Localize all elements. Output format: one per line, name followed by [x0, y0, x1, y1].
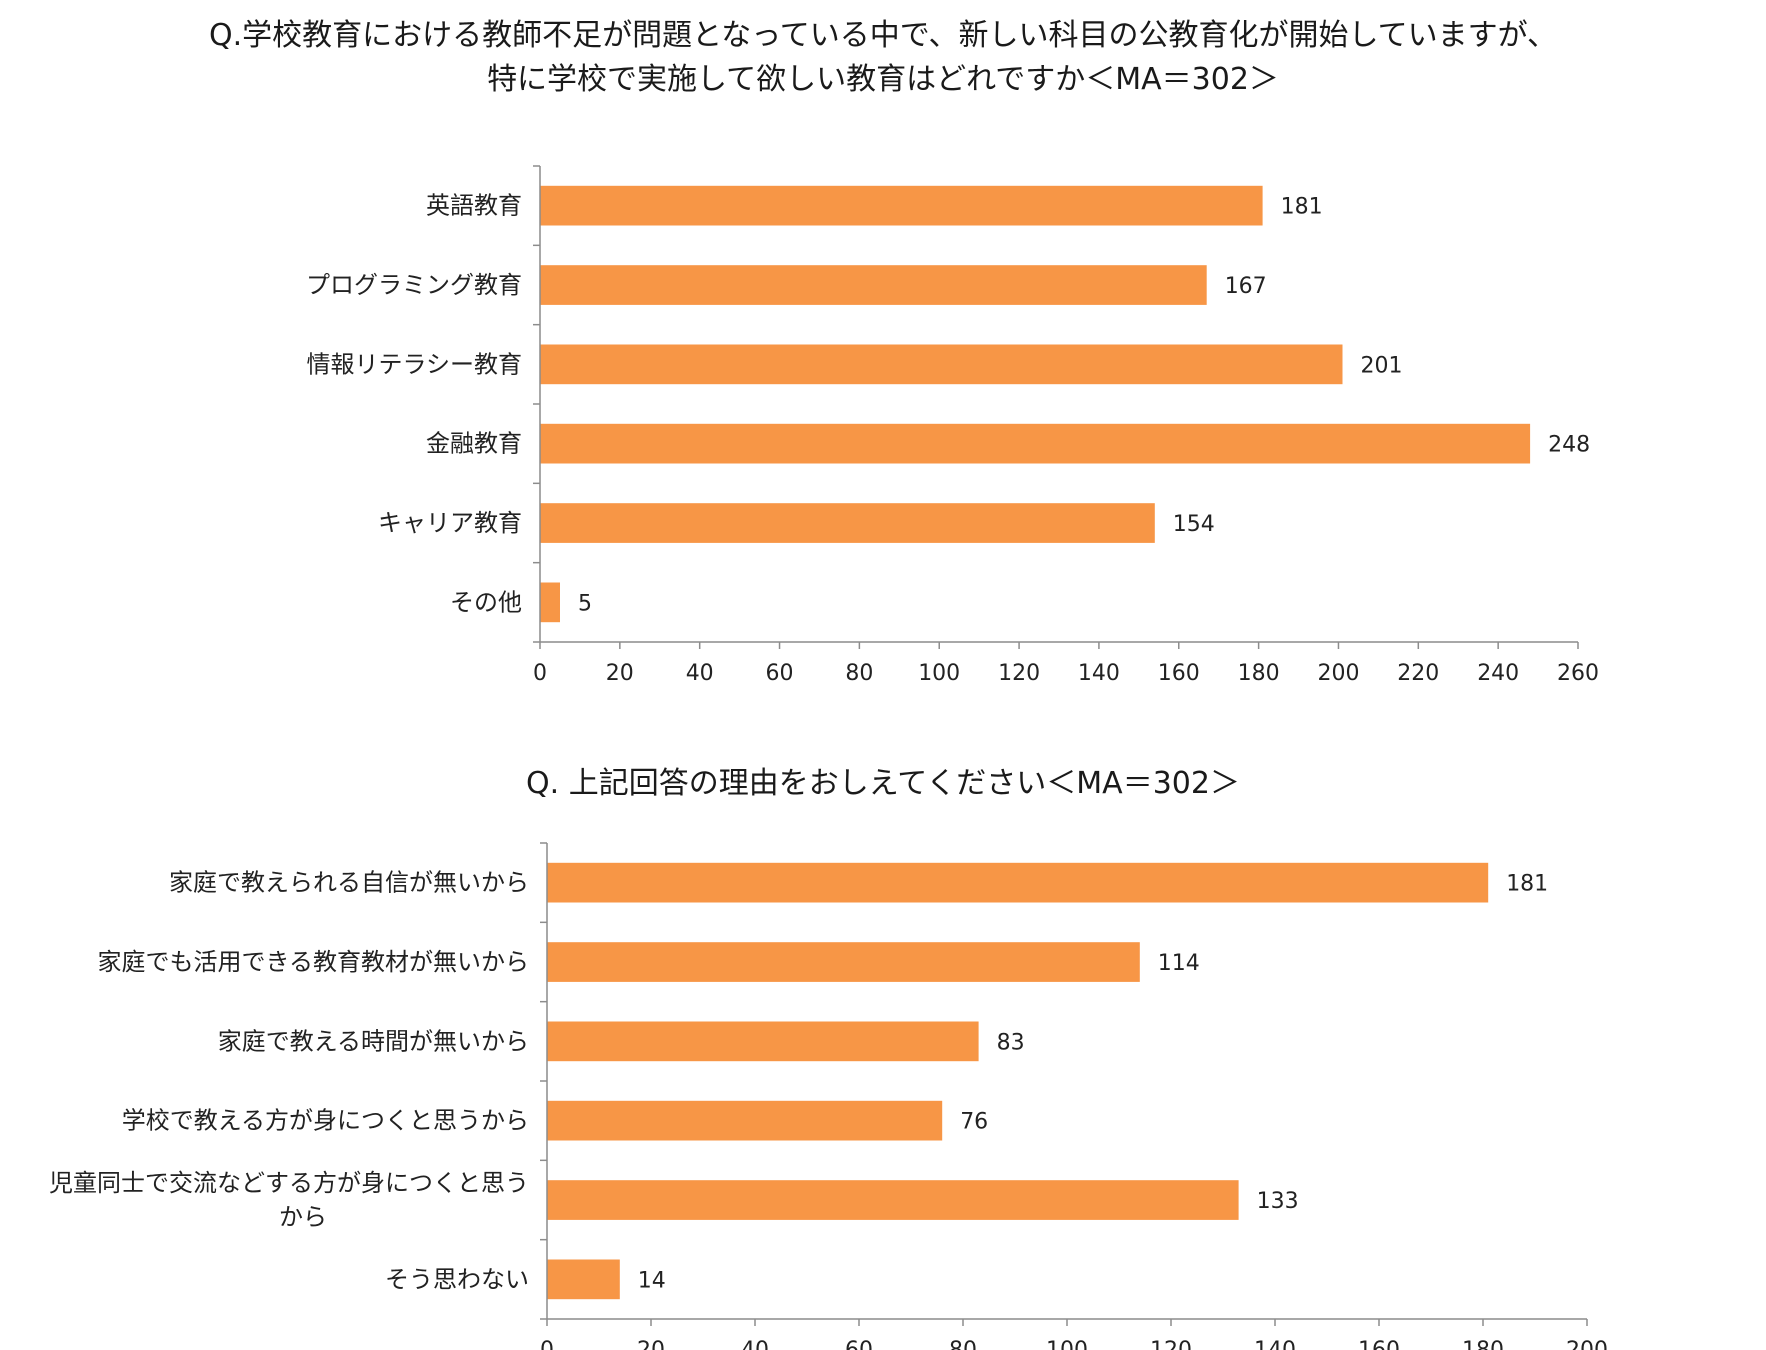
category-label: プログラミング教育	[306, 271, 522, 299]
x-tick-label: 200	[1566, 1338, 1608, 1350]
x-tick-label: 240	[1477, 661, 1519, 686]
x-tick-label: 220	[1397, 661, 1439, 686]
data-label: 133	[1257, 1189, 1299, 1214]
x-tick-label: 0	[540, 1338, 554, 1350]
x-tick-label: 20	[637, 1338, 665, 1350]
category-label: 家庭でも活用できる教育教材が無いから	[97, 948, 529, 976]
x-tick-label: 60	[766, 661, 794, 686]
x-tick-label: 100	[918, 661, 960, 686]
x-tick-label: 120	[1150, 1338, 1192, 1350]
data-label: 154	[1173, 512, 1215, 537]
x-tick-label: 140	[1254, 1338, 1296, 1350]
x-tick-label: 60	[845, 1338, 873, 1350]
x-tick-label: 100	[1046, 1338, 1088, 1350]
bar-2	[547, 942, 1140, 982]
category-label: 情報リテラシー教育	[306, 350, 522, 378]
chart-title-line-1: Q.学校教育における教師不足が問題となっている中で、新しい科目の公教育化が開始し…	[208, 18, 1558, 53]
bar-6	[547, 1259, 620, 1300]
x-tick-label: 20	[606, 661, 634, 686]
x-tick-label: 80	[845, 661, 873, 686]
chart-title-line-1: Q. 上記回答の理由をおしえてください＜MA＝302＞	[526, 766, 1240, 801]
bar-5	[540, 503, 1155, 543]
data-label: 114	[1158, 951, 1200, 976]
bar-3	[540, 344, 1343, 385]
x-tick-label: 40	[686, 661, 714, 686]
bar-5	[547, 1180, 1239, 1220]
chart-title-line-2: 特に学校で実施して欲しい教育はどれですか＜MA＝302＞	[487, 62, 1279, 97]
data-label: 201	[1361, 353, 1403, 378]
category-label: キャリア教育	[378, 509, 522, 537]
bar-1	[540, 185, 1263, 226]
category-label: そう思わない	[385, 1265, 529, 1293]
chart-school-education: Q.学校教育における教師不足が問題となっている中で、新しい科目の公教育化が開始し…	[0, 14, 1766, 686]
x-tick-label: 180	[1238, 661, 1280, 686]
x-tick-label: 80	[949, 1338, 977, 1350]
x-tick-label: 260	[1557, 661, 1599, 686]
bar-4	[540, 423, 1531, 464]
data-label: 14	[638, 1268, 666, 1293]
data-label: 76	[960, 1110, 988, 1135]
chart-title: Q.学校教育における教師不足が問題となっている中で、新しい科目の公教育化が開始し…	[0, 14, 1766, 102]
category-label: 学校で教える方が身につくと思うから	[122, 1107, 529, 1135]
bar-3	[547, 1021, 979, 1062]
x-tick-label: 140	[1078, 661, 1120, 686]
data-label: 167	[1225, 274, 1267, 299]
bar-plot-area: 181 家庭で教えられる自信が無いから 114 家庭でも活用できる教育教材が無いから 8…	[49, 842, 1608, 1350]
chart-title: Q. 上記回答の理由をおしえてください＜MA＝302＞	[0, 762, 1766, 806]
data-label: 181	[1281, 195, 1323, 220]
category-label: 家庭で教えられる自信が無いから	[169, 869, 529, 897]
data-label: 5	[578, 591, 592, 616]
x-tick-label: 180	[1462, 1338, 1504, 1350]
category-label: 金融教育	[426, 430, 522, 458]
bar-4	[547, 1100, 943, 1141]
bar-1	[547, 862, 1489, 903]
category-label: 家庭で教える時間が無いから	[218, 1027, 529, 1055]
bar-plot-area: 181 英語教育 167 プログラミング教育 201 情報リテラシー教育 248 金融教育 15…	[306, 165, 1599, 686]
data-label: 83	[997, 1030, 1025, 1055]
x-tick-label: 40	[741, 1338, 769, 1350]
data-label: 248	[1548, 433, 1590, 458]
category-label: 児童同士で交流などする方が身につくと思う	[49, 1169, 529, 1197]
x-tick-label: 120	[998, 661, 1040, 686]
category-label: 英語教育	[426, 192, 522, 220]
category-label: その他	[450, 588, 522, 616]
x-tick-label: 0	[533, 661, 547, 686]
x-tick-label: 200	[1318, 661, 1360, 686]
x-tick-label: 160	[1158, 661, 1200, 686]
x-tick-label: 160	[1358, 1338, 1400, 1350]
chart-reasons: Q. 上記回答の理由をおしえてください＜MA＝302＞ 181 家庭で教えられる自…	[0, 700, 1766, 1350]
data-label: 181	[1506, 872, 1548, 897]
category-label: から	[279, 1203, 327, 1231]
bar-2	[540, 265, 1207, 305]
bar-6	[540, 582, 560, 623]
